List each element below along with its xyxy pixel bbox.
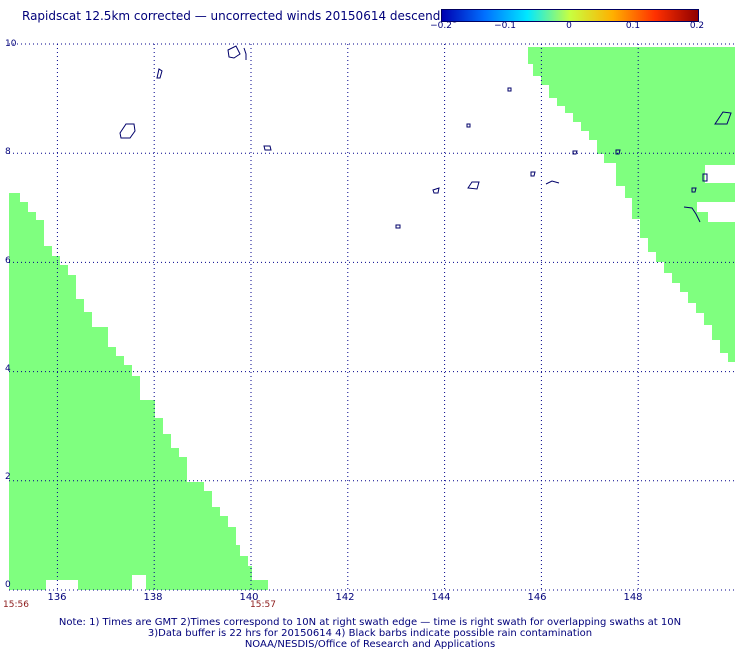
colorbar-tick: 0.1 [625, 21, 641, 31]
island-outline [263, 145, 272, 151]
island-outline [530, 171, 536, 177]
lon-tick-label: 148 [623, 592, 643, 603]
lon-tick-label: 140 [239, 592, 259, 603]
island-outline [572, 150, 578, 155]
colorbar-tick: −0.2 [430, 21, 452, 31]
lon-tick-label: 146 [527, 592, 547, 603]
footnote-line-2: 3)Data buffer is 22 hrs for 20150614 4) … [147, 628, 593, 639]
swath-gap [697, 202, 735, 212]
lat-tick-label: 4 [5, 364, 11, 374]
island-outline [243, 47, 247, 60]
lat-tick-label: 2 [5, 472, 11, 482]
lon-tick-label: 136 [47, 592, 67, 603]
colorbar [441, 9, 699, 22]
island-outline [227, 45, 241, 59]
island-outline [714, 111, 732, 125]
island-outline [702, 173, 708, 182]
colorbar-tick: 0.2 [689, 21, 705, 31]
time-label-right: 15:57 [250, 600, 276, 610]
lat-tick-label: 0 [5, 580, 11, 590]
island-outline [545, 180, 560, 185]
chart-title: Rapidscat 12.5km corrected — uncorrected… [22, 9, 459, 23]
island-outline [466, 123, 471, 128]
island-outline [119, 123, 136, 139]
island-outline [683, 206, 701, 223]
island-outline [432, 187, 440, 194]
swath-east [528, 47, 735, 362]
island-outlines [119, 45, 732, 229]
lat-tick-label: 10 [5, 39, 17, 49]
island-outline [467, 181, 480, 190]
swath-gap [705, 165, 735, 183]
lat-tick-label: 6 [5, 256, 11, 266]
island-outline [395, 224, 401, 229]
swath-gap [708, 210, 735, 222]
footnote-line-1: Note: 1) Times are GMT 2)Times correspon… [58, 617, 682, 628]
swath-west [9, 193, 268, 590]
island-outline [691, 187, 697, 193]
swath-layer [9, 47, 735, 590]
island-outline [507, 87, 512, 92]
colorbar-tick: −0.1 [494, 21, 516, 31]
lat-tick-label: 8 [5, 147, 11, 157]
grid-layer [9, 43, 735, 591]
colorbar-tick: 0 [566, 21, 572, 31]
lon-tick-label: 144 [431, 592, 451, 603]
island-outline [156, 68, 163, 79]
island-outline [615, 149, 621, 155]
footnote-line-3: NOAA/NESDIS/Office of Research and Appli… [244, 639, 496, 650]
lon-tick-label: 138 [143, 592, 163, 603]
time-label-left: 15:56 [3, 600, 29, 610]
lon-tick-label: 142 [335, 592, 355, 603]
